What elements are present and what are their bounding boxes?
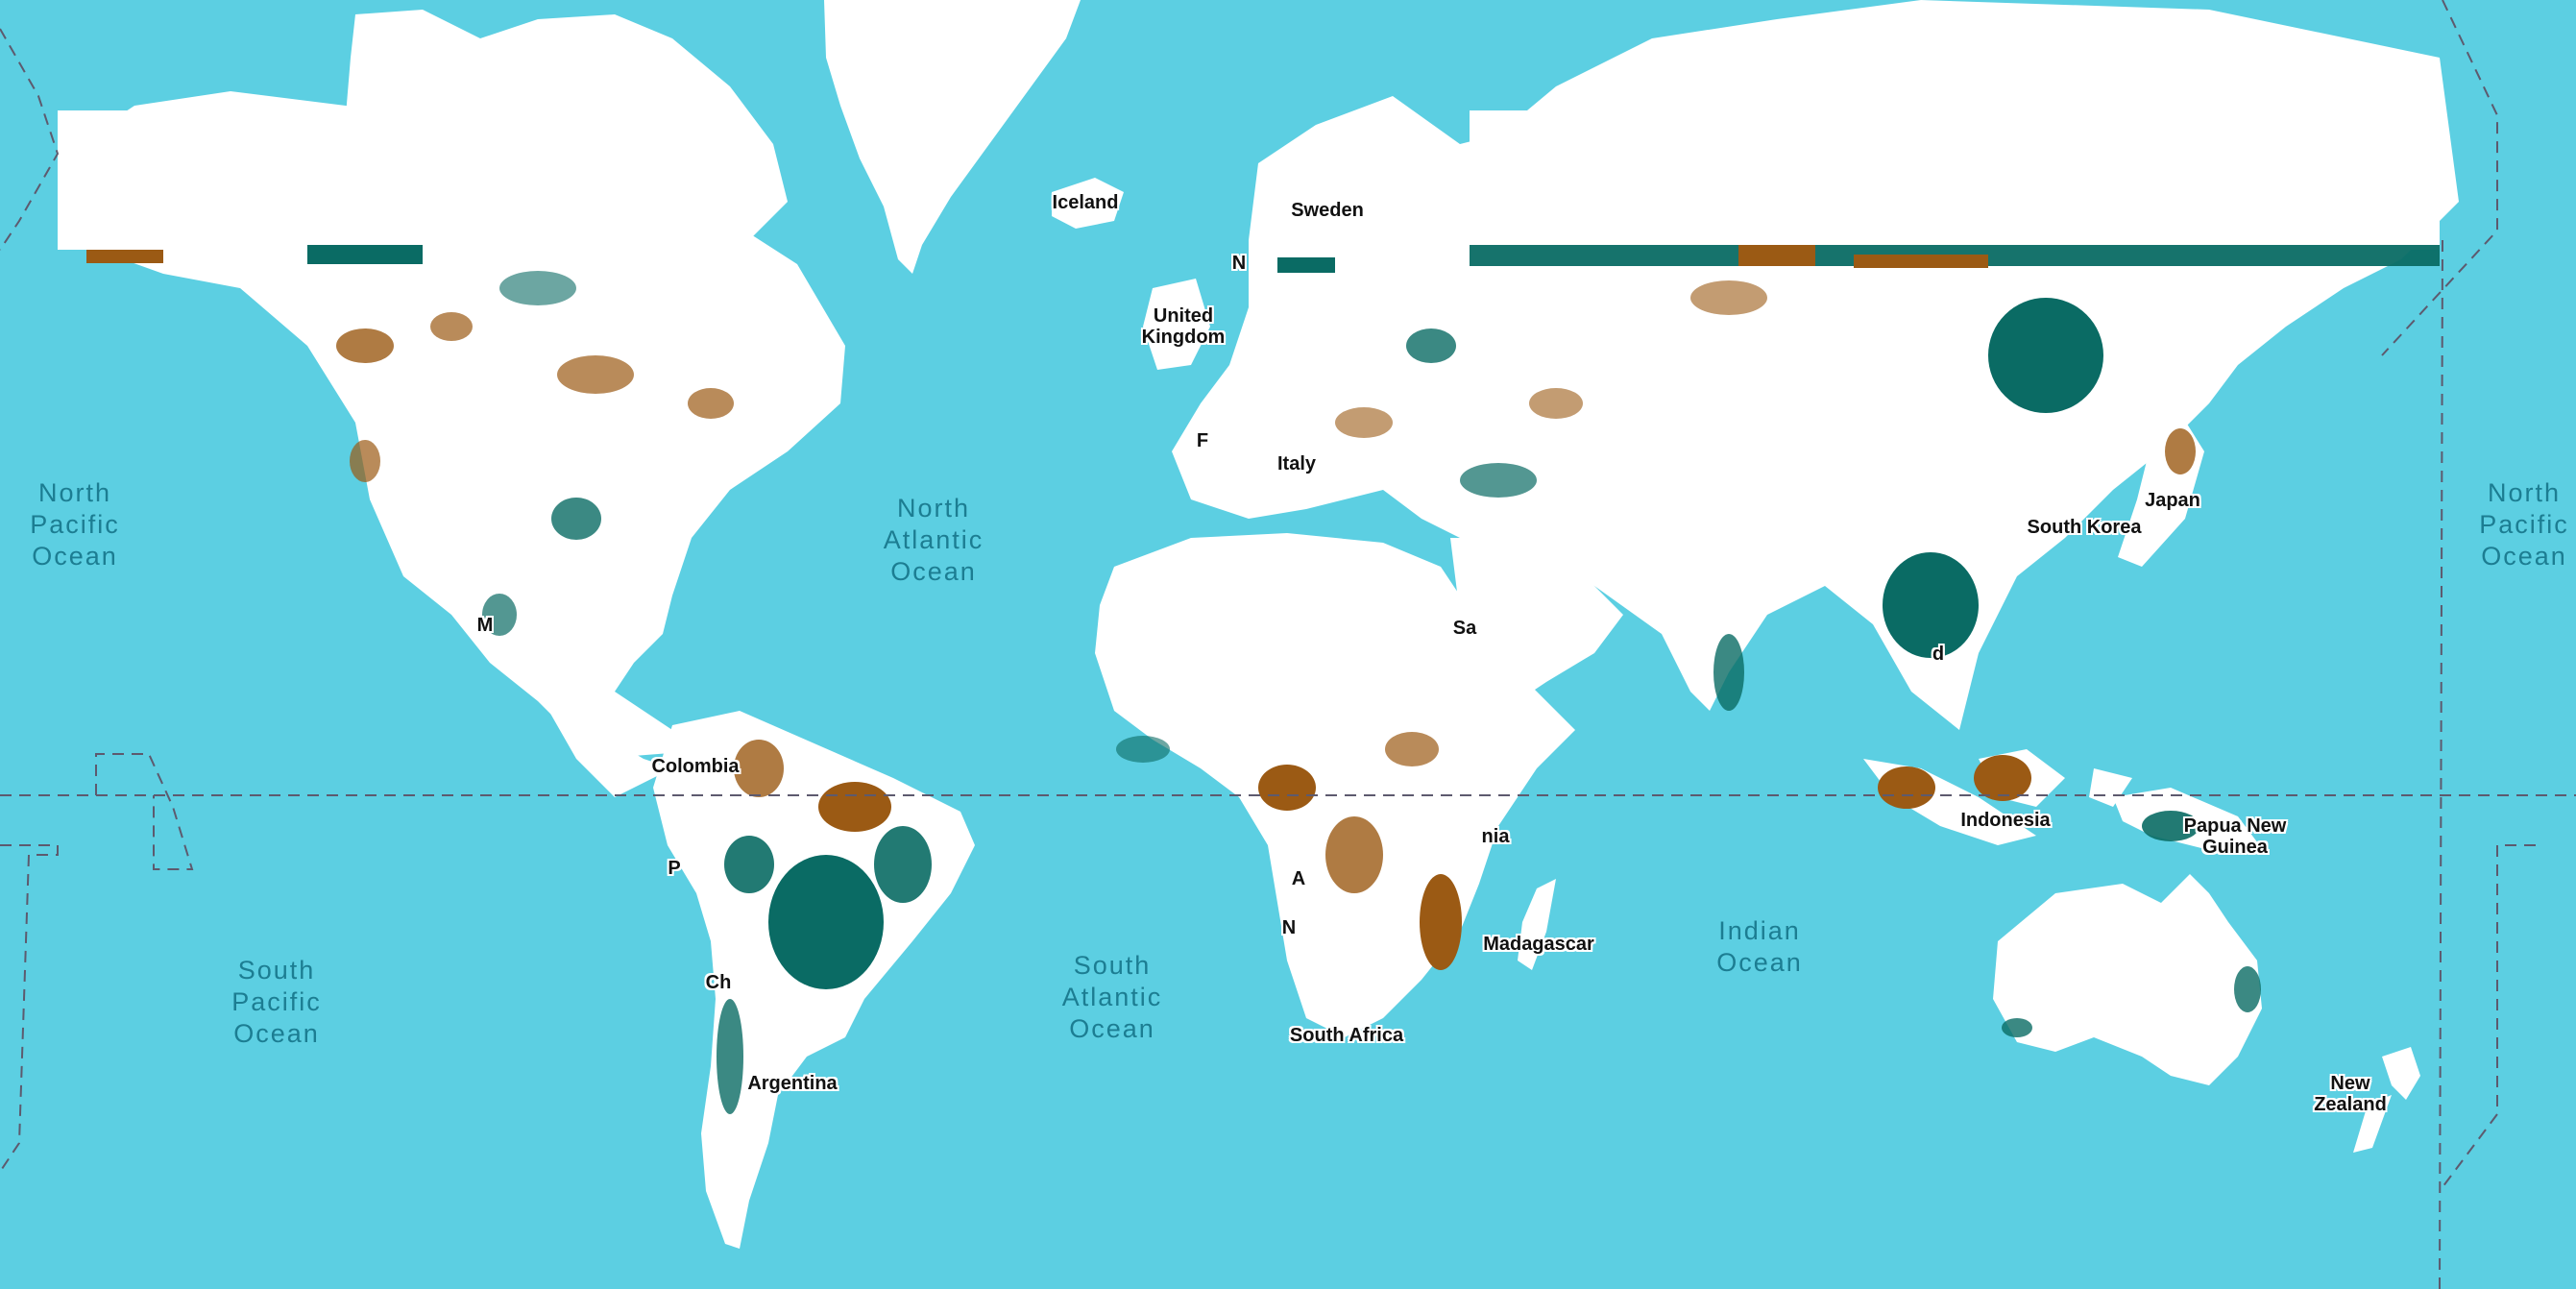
place-label-papua-new-guinea[interactable]: Papua New Guinea [2183,815,2287,858]
british-isles [1143,279,1210,370]
place-label-mexico[interactable]: M [476,615,494,636]
gain-loss-overlay [86,245,2440,1114]
place-label-madagascar[interactable]: Madagascar [1483,934,1594,955]
place-label-indonesia[interactable]: Indonesia [1960,810,2051,831]
ocean-label: North Pacific Ocean [30,478,120,571]
north-america-snow [58,110,557,250]
place-label-iceland[interactable]: Iceland [1052,192,1119,213]
place-label-france[interactable]: F [1196,430,1209,451]
place-label-norway[interactable]: N [1231,253,1247,274]
ocean-label: South Pacific Ocean [231,956,322,1048]
place-label-new-zealand[interactable]: New Zealand [2314,1073,2387,1115]
place-label-peru[interactable]: P [668,858,681,879]
arctic-islands [346,10,788,240]
place-label-tanzania[interactable]: nia [1481,826,1510,847]
place-label-colombia[interactable]: Colombia [651,756,740,777]
place-label-thailand[interactable]: d [1932,644,1945,665]
place-label-italy[interactable]: Italy [1276,453,1317,474]
place-label-chile[interactable]: Ch [705,972,732,993]
place-label-south-africa[interactable]: South Africa [1289,1025,1404,1046]
ocean-label: North Pacific Ocean [2479,478,2569,571]
ocean-label: North Atlantic Ocean [883,494,984,586]
ocean-label: South Atlantic Ocean [1061,951,1163,1043]
place-label-south-korea[interactable]: South Korea [2027,517,2142,538]
place-label-argentina[interactable]: Argentina [747,1073,838,1094]
place-label-saudi-arabia[interactable]: Sa [1452,618,1477,639]
madagascar [1518,879,1556,970]
place-label-united-kingdom[interactable]: United Kingdom [1141,305,1226,348]
new-zealand [2353,1047,2420,1153]
place-label-japan[interactable]: Japan [2145,490,2200,511]
central-america [538,692,672,797]
place-label-sweden[interactable]: Sweden [1291,200,1364,221]
ocean-label: Indian Ocean [1716,916,1803,977]
greenland [824,0,1081,274]
siberia-snow [1470,110,2440,250]
north-america [67,91,845,759]
place-label-namibia[interactable]: N [1281,917,1297,938]
iceland [1052,178,1124,229]
australia [1993,874,2262,1085]
place-label-angola[interactable]: A [1291,868,1306,889]
